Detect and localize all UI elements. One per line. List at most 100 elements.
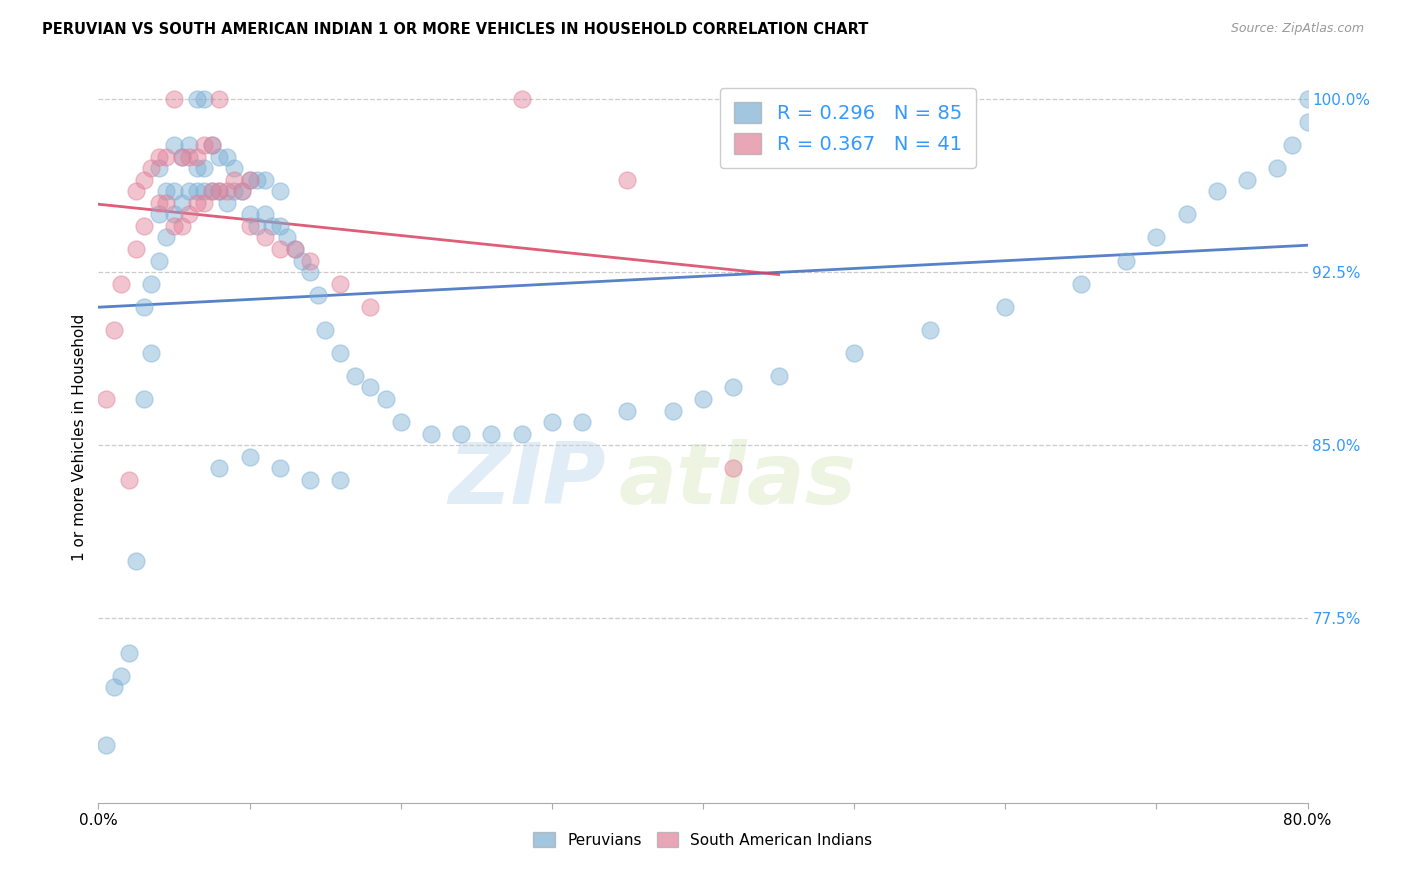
Point (103, 681, 125, 695)
Point (141, 346, 163, 360)
Point (299, 473, 322, 487)
Text: ZIP: ZIP (449, 440, 606, 523)
Point (125, 242, 148, 256)
Point (224, 173, 246, 187)
Point (994, 300, 1017, 314)
Point (360, 380, 382, 394)
Point (94, 738, 117, 752)
Point (299, 253, 322, 268)
Point (299, 265, 322, 279)
Point (163, 185, 186, 199)
Point (360, 300, 382, 314)
Point (269, 461, 291, 475)
Point (269, 219, 291, 233)
Point (276, 230, 298, 244)
Point (148, 195, 170, 210)
Point (616, 403, 638, 417)
Point (1281, 138, 1303, 153)
Point (132, 173, 155, 187)
Point (307, 288, 329, 302)
Point (374, 392, 396, 406)
Point (141, 161, 163, 176)
Point (284, 242, 307, 256)
Point (246, 219, 269, 233)
Point (329, 346, 352, 360)
Point (155, 230, 177, 244)
Point (231, 185, 253, 199)
Point (1070, 277, 1092, 291)
Point (163, 138, 186, 153)
Point (215, 195, 238, 210)
Point (571, 415, 593, 429)
Point (208, 92, 231, 106)
Point (239, 173, 262, 187)
Point (118, 646, 141, 660)
Point (118, 473, 141, 487)
Point (253, 173, 276, 187)
Legend: Peruvians, South American Indians: Peruvians, South American Indians (527, 826, 879, 854)
Point (94, 392, 117, 406)
Point (692, 392, 714, 406)
Point (148, 150, 170, 164)
Point (193, 161, 215, 176)
Point (1296, 92, 1319, 106)
Point (179, 138, 201, 153)
Point (141, 277, 163, 291)
Point (540, 415, 562, 429)
Point (918, 323, 941, 337)
Point (148, 161, 170, 176)
Point (103, 323, 125, 337)
Point (208, 150, 231, 164)
Point (344, 368, 367, 383)
Point (239, 173, 262, 187)
Point (110, 277, 132, 291)
Point (1144, 230, 1167, 244)
Point (170, 150, 193, 164)
Point (253, 230, 276, 244)
Point (262, 219, 284, 233)
Point (224, 185, 246, 199)
Point (170, 195, 193, 210)
Point (186, 195, 208, 210)
Point (269, 185, 291, 199)
Point (163, 219, 186, 233)
Point (193, 92, 215, 106)
Point (510, 92, 533, 106)
Point (179, 150, 201, 164)
Point (239, 207, 262, 221)
Point (132, 392, 155, 406)
Point (155, 150, 177, 164)
Text: atlas: atlas (619, 440, 856, 523)
Point (208, 185, 231, 199)
Point (186, 185, 208, 199)
Point (170, 150, 193, 164)
Point (208, 185, 231, 199)
Text: PERUVIAN VS SOUTH AMERICAN INDIAN 1 OR MORE VEHICLES IN HOUSEHOLD CORRELATION CH: PERUVIAN VS SOUTH AMERICAN INDIAN 1 OR M… (42, 22, 869, 37)
Point (329, 277, 352, 291)
Point (1236, 173, 1258, 187)
Point (132, 219, 155, 233)
Point (1115, 253, 1137, 268)
Point (450, 426, 472, 441)
Y-axis label: 1 or more Vehicles in Household: 1 or more Vehicles in Household (72, 313, 87, 561)
Point (269, 242, 291, 256)
Point (420, 426, 443, 441)
Point (155, 195, 177, 210)
Point (661, 403, 683, 417)
Point (193, 195, 215, 210)
Point (163, 92, 186, 106)
Point (125, 185, 148, 199)
Point (481, 426, 503, 441)
Point (389, 415, 412, 429)
Point (201, 138, 224, 153)
Point (723, 380, 745, 394)
Point (186, 92, 208, 106)
Point (186, 161, 208, 176)
Point (201, 138, 224, 153)
Point (844, 346, 866, 360)
Point (132, 300, 155, 314)
Point (768, 368, 790, 383)
Point (291, 253, 314, 268)
Point (314, 323, 336, 337)
Point (125, 553, 148, 567)
